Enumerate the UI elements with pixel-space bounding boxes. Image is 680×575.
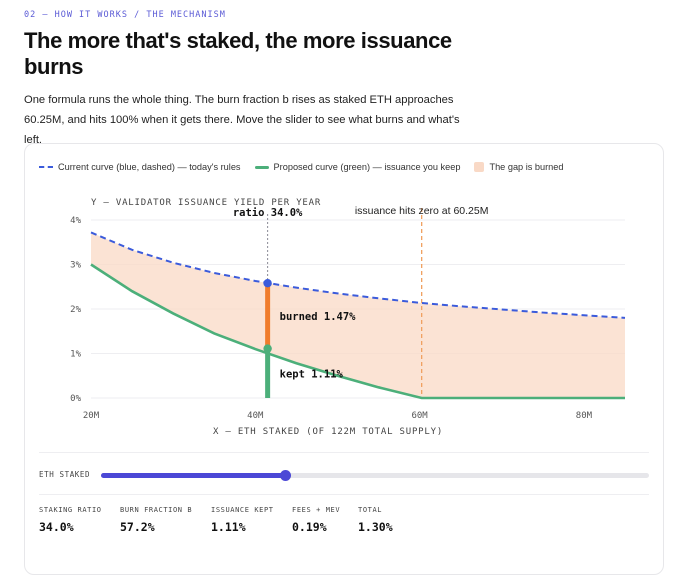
legend-item-current: Current curve (blue, dashed) — today's r… — [39, 162, 241, 172]
stat-fees-mev: FEES + MEV 0.19% — [292, 506, 358, 534]
stat-value: 34.0% — [39, 520, 74, 534]
kept-point — [263, 344, 272, 353]
stat-label: TOTAL — [358, 506, 383, 514]
legend-item-proposed: Proposed curve (green) — issuance you ke… — [254, 162, 461, 172]
stat-label: STAKING RATIO — [39, 506, 102, 514]
current-point — [263, 278, 272, 288]
slider-thumb[interactable] — [279, 470, 291, 481]
divider — [39, 452, 649, 453]
green-line-swatch-icon — [254, 165, 269, 169]
y-tick-label: 3% — [70, 261, 81, 271]
slider-label: ETH STAKED — [39, 470, 91, 479]
zero-point-annotation: issuance hits zero at 60.25M — [355, 205, 489, 217]
stat-label: BURN FRACTION B — [120, 506, 193, 514]
y-tick-label: 4% — [70, 216, 81, 226]
y-tick-label: 1% — [70, 350, 81, 360]
legend-label-current: Current curve (blue, dashed) — today's r… — [58, 162, 241, 172]
chart-legend: Current curve (blue, dashed) — today's r… — [39, 162, 578, 172]
y-tick-label: 0% — [70, 394, 81, 404]
stat-label: ISSUANCE KEPT — [211, 506, 274, 514]
y-tick-label: 2% — [70, 305, 81, 315]
ratio-label: ratio 34.0% — [233, 207, 303, 219]
stat-total: TOTAL 1.30% — [358, 506, 418, 534]
legend-item-gap: The gap is burned — [474, 162, 564, 172]
divider — [39, 494, 649, 495]
slider-fill — [101, 473, 285, 478]
stat-value: 57.2% — [120, 520, 155, 534]
page-title: The more that's staked, the more issuanc… — [24, 28, 452, 79]
section-eyebrow: 02 — HOW IT WORKS / THE MECHANISM — [24, 10, 226, 20]
x-tick-label: 60M — [411, 411, 428, 421]
burned-gap-area — [91, 232, 625, 398]
stat-issuance-kept: ISSUANCE KEPT 1.11% — [211, 506, 292, 534]
stats-row: STAKING RATIO 34.0% BURN FRACTION B 57.2… — [39, 506, 418, 534]
current-curve-line — [90, 231, 626, 319]
burned-label: burned 1.47% — [280, 311, 357, 323]
kept-label: kept 1.11% — [280, 368, 344, 380]
issuance-chart: 0% 1% 2% 3% 4% 20M 40M 60M 80M Y — VALIDATOR ISSU… — [70, 198, 626, 437]
x-tick-label: 20M — [83, 411, 100, 421]
chart-card: Current curve (blue, dashed) — today's r… — [24, 143, 664, 575]
legend-label-gap: The gap is burned — [489, 162, 564, 172]
dashed-line-swatch-icon — [39, 166, 53, 168]
stat-staking-ratio: STAKING RATIO 34.0% — [39, 506, 120, 534]
intro-paragraph: One formula runs the whole thing. The bu… — [24, 94, 460, 146]
eth-staked-slider[interactable] — [101, 470, 649, 481]
gap-area-swatch-icon — [474, 162, 485, 172]
stat-label: FEES + MEV — [292, 506, 341, 514]
x-tick-label: 80M — [576, 411, 593, 421]
eth-staked-slider-row: ETH STAKED — [39, 464, 649, 488]
proposed-curve-line — [90, 263, 625, 400]
stat-value: 1.30% — [358, 520, 393, 534]
stat-burn-fraction: BURN FRACTION B 57.2% — [120, 506, 211, 534]
x-tick-label: 40M — [247, 411, 264, 421]
legend-label-proposed: Proposed curve (green) — issuance you ke… — [273, 162, 461, 172]
y-axis-title: Y — VALIDATOR ISSUANCE YIELD PER YEAR — [91, 198, 321, 208]
stat-value: 0.19% — [292, 520, 327, 534]
x-axis-title: X — ETH STAKED (OF 122M TOTAL SUPPLY) — [213, 427, 443, 437]
stat-value: 1.11% — [211, 520, 246, 534]
